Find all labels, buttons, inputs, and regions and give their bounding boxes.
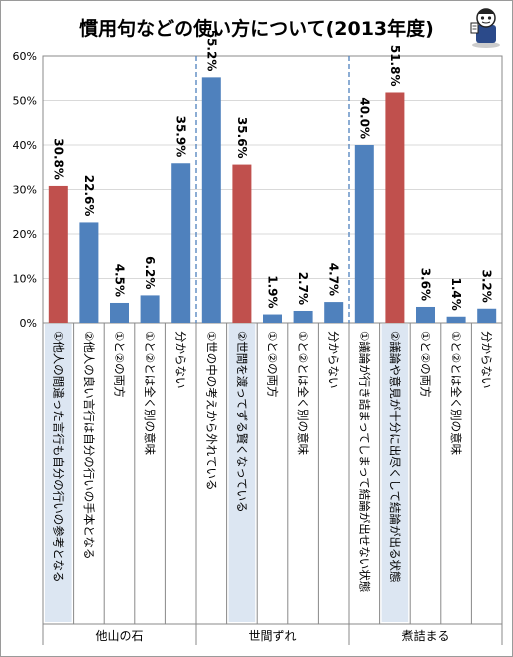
bar-value-label: 4.5% <box>113 264 127 297</box>
category-label: ②世間を渡ってずる賢くなっている <box>235 331 249 513</box>
bar <box>48 185 68 323</box>
bar-value-label: 35.9% <box>174 116 188 158</box>
y-tick-label: 0% <box>20 317 37 330</box>
bar <box>232 164 252 323</box>
category-label: ①他人の間違った言行も自分の行いの参考となる <box>51 331 65 582</box>
bar <box>110 302 129 323</box>
y-tick-label: 20% <box>13 228 37 241</box>
correct-answer-highlight <box>45 324 72 622</box>
bar-value-label: 3.6% <box>419 268 433 301</box>
y-tick-label: 30% <box>13 184 37 197</box>
y-tick-label: 60% <box>13 50 37 63</box>
bar-value-label: 6.2% <box>143 256 157 289</box>
bar-value-label: 1.4% <box>449 277 463 310</box>
group-label: 他山の石 <box>95 629 143 643</box>
bar-value-label: 40.0% <box>357 97 371 139</box>
bar <box>201 77 221 323</box>
bar <box>416 306 435 323</box>
bar <box>324 302 344 323</box>
bar-value-label: 2.7% <box>296 272 310 305</box>
bar-value-label: 51.8% <box>388 45 402 87</box>
group-label: 煮詰まる <box>401 628 449 643</box>
bar-value-label: 4.7% <box>327 263 341 296</box>
category-label: ①と②の両方 <box>266 331 280 398</box>
chart-title: 慣用句などの使い方について(2013年度) <box>79 18 434 40</box>
bar <box>354 145 374 323</box>
y-tick-label: 50% <box>13 95 37 108</box>
bar-value-label: 22.6% <box>82 175 96 217</box>
bar-value-label: 35.6% <box>235 117 249 159</box>
bar-value-label: 55.2% <box>204 30 218 72</box>
category-label: 分からない <box>480 331 494 389</box>
category-label: 分からない <box>174 331 188 389</box>
bar <box>293 310 313 323</box>
bar-value-label: 1.9% <box>266 275 280 308</box>
bar <box>446 316 466 323</box>
category-label: ①と②とは全く別の意味 <box>296 331 310 456</box>
correct-answer-highlight <box>381 324 409 622</box>
group-label: 世間ずれ <box>248 629 296 643</box>
category-label: 分からない <box>327 331 341 389</box>
category-label: ②他人の良い言行は自分の行いの手本となる <box>82 331 96 559</box>
bar <box>263 314 282 323</box>
bar-value-label: 3.2% <box>480 269 494 302</box>
bar <box>385 92 405 324</box>
bar <box>140 295 160 323</box>
correct-answer-highlight <box>228 324 256 622</box>
bar <box>171 163 191 323</box>
category-label: ①議論が行き詰まってしまって結論が出せない状態 <box>357 331 371 592</box>
category-label: ②議論や意見が十分に出尽くして結論が出る状態 <box>388 331 402 582</box>
y-tick-label: 10% <box>13 273 37 286</box>
category-label: ①と②とは全く別の意味 <box>143 331 157 456</box>
category-label: ①世の中の考えから外れている <box>204 331 218 490</box>
bar <box>79 222 99 323</box>
category-label: ①と②の両方 <box>419 331 433 398</box>
y-tick-label: 40% <box>13 139 37 152</box>
bar-value-label: 30.8% <box>51 138 65 180</box>
bar <box>477 308 497 323</box>
mascot-icon <box>470 8 500 48</box>
category-label: ①と②とは全く別の意味 <box>449 331 463 456</box>
category-label: ①と②の両方 <box>113 331 127 398</box>
